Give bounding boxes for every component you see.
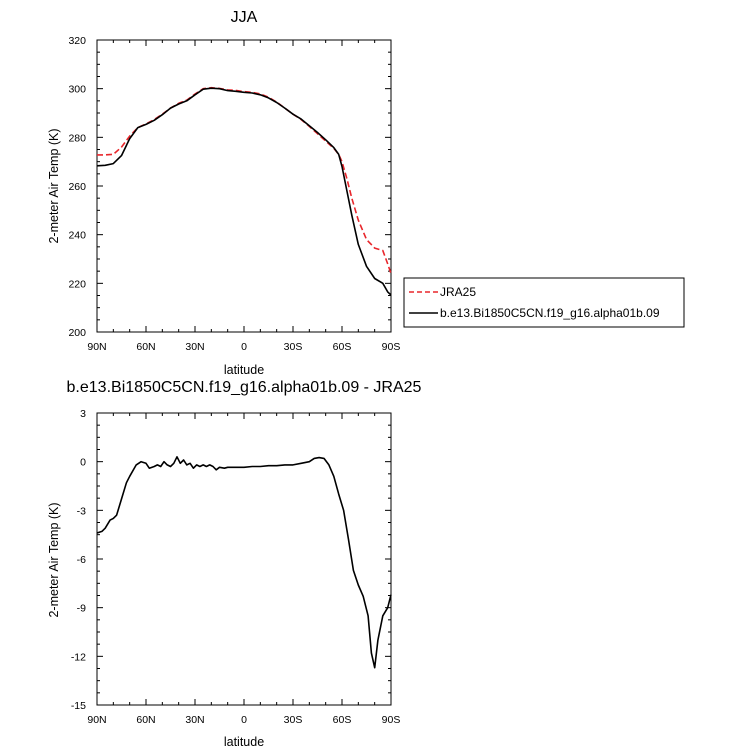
y-tick-label: 0 — [80, 457, 86, 469]
x-tick-label: 90N — [87, 341, 106, 353]
panel-top: JJA 90N 60N 30N 0 30S 60S 90S 200 220 240 260 280 30… — [47, 9, 400, 377]
series-line-model — [96, 87, 392, 296]
chart-title: JJA — [231, 9, 258, 26]
y-tick-label: 220 — [68, 278, 86, 290]
y-axis-label: 2-meter Air Temp (K) — [47, 502, 61, 617]
series-line-jra25 — [97, 86, 392, 274]
legend-label-jra25: JRA25 — [440, 285, 476, 299]
x-tick-label: 90N — [87, 714, 106, 726]
x-tick-label: 90S — [382, 341, 401, 353]
x-tick-label: 30S — [284, 341, 303, 353]
plot-frame — [96, 412, 392, 706]
y-tick-label: 280 — [68, 132, 86, 144]
legend-box — [403, 277, 685, 328]
x-tick-label: 0 — [241, 714, 247, 726]
chart-title: b.e13.Bi1850C5CN.f19_g16.alpha01b.09 - J… — [67, 379, 422, 396]
x-tick-label: 60N — [136, 714, 155, 726]
y-tick-label: 320 — [68, 35, 86, 47]
y-tick-label: 200 — [68, 327, 86, 339]
y-tick-label: -15 — [71, 700, 86, 712]
y-tick-label: -9 — [77, 603, 86, 615]
y-tick-label: 300 — [68, 84, 86, 96]
y-tick-label: -12 — [71, 651, 86, 663]
x-axis-label: latitude — [224, 363, 264, 377]
plot-frame — [96, 39, 392, 333]
y-tick-label: -3 — [77, 505, 86, 517]
x-axis-label: latitude — [224, 735, 264, 749]
plot-area: 90N 60N 30N 0 30S 60S 90S 200 220 240 260 280 300 320 — [68, 35, 400, 353]
y-tick-label: 240 — [68, 230, 86, 242]
x-tick-label: 60S — [333, 714, 352, 726]
x-tick-label: 30N — [185, 714, 204, 726]
legend: JRA25 b.e13.Bi1850C5CN.f19_g16.alpha01b.… — [403, 277, 685, 328]
plot-area: 90N 60N 30N 0 30S 60S 90S -15 -12 -9 -6 -3 0 3 — [71, 408, 401, 726]
panel-bottom: b.e13.Bi1850C5CN.f19_g16.alpha01b.09 - J… — [47, 379, 422, 749]
x-tick-label: 30S — [284, 714, 303, 726]
y-tick-label: 260 — [68, 181, 86, 193]
y-tick-label: 3 — [80, 408, 86, 420]
y-axis-label: 2-meter Air Temp (K) — [47, 128, 61, 243]
x-tick-label: 30N — [185, 341, 204, 353]
series-line-difference — [96, 456, 392, 669]
y-tick-label: -6 — [77, 554, 86, 566]
x-tick-label: 60S — [333, 341, 352, 353]
x-tick-label: 90S — [382, 714, 401, 726]
x-tick-label: 0 — [241, 341, 247, 353]
legend-label-model: b.e13.Bi1850C5CN.f19_g16.alpha01b.09 — [440, 306, 660, 320]
x-tick-label: 60N — [136, 341, 155, 353]
